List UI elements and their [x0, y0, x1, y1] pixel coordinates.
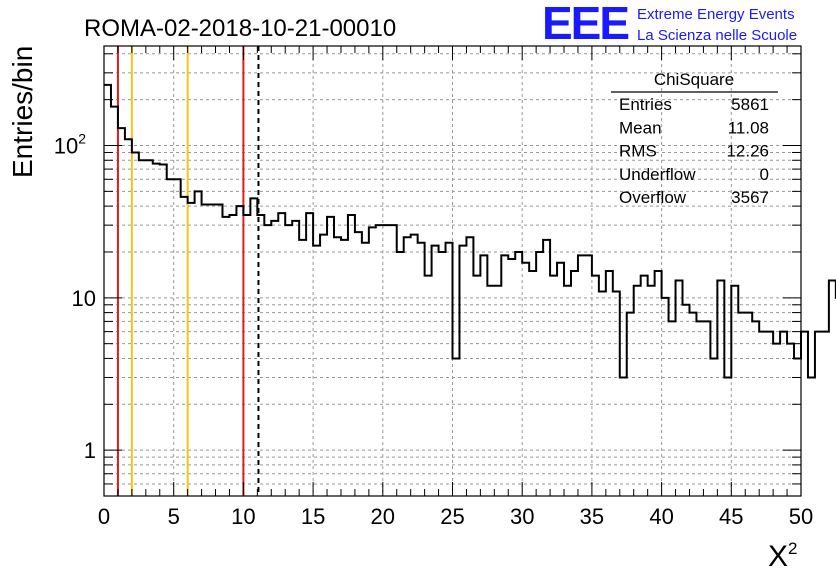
- stats-value: 5861: [731, 95, 769, 114]
- y-axis-label: Entries/bin: [7, 46, 38, 178]
- eee-logo: EEE: [542, 0, 628, 49]
- x-tick-label: 35: [580, 504, 604, 529]
- org-name: Extreme Energy Events: [637, 6, 795, 23]
- org-subtitle: La Scienza nelle Scuole: [637, 27, 797, 44]
- x-tick-labels: 0 5 10 15 20 25 30 35 40 45 50: [98, 504, 813, 529]
- x-tick-label: 25: [440, 504, 464, 529]
- stats-value: 12.26: [726, 142, 769, 161]
- x-tick-label: 50: [789, 504, 813, 529]
- stats-label: Mean: [619, 118, 662, 137]
- y-tick-label: 102: [54, 130, 86, 158]
- stats-title: ChiSquare: [654, 70, 734, 89]
- stats-label: Entries: [619, 95, 672, 114]
- x-tick-label: 45: [719, 504, 743, 529]
- x-tick-label: 0: [98, 504, 110, 529]
- stats-label: RMS: [619, 142, 657, 161]
- y-tick-label: 1: [84, 438, 96, 463]
- stats-box: ChiSquare Entries 5861 Mean 11.08 RMS 12.26 Un…: [611, 70, 778, 207]
- y-tick-labels: 1 10 102: [54, 130, 96, 463]
- x-tick-label: 5: [168, 504, 180, 529]
- x-tick-label: 30: [510, 504, 534, 529]
- stats-value: 0: [760, 165, 769, 184]
- x-tick-label: 10: [231, 504, 255, 529]
- x-axis-label: X2: [768, 539, 797, 572]
- y-tick-label: 10: [72, 286, 96, 311]
- x-tick-label: 20: [371, 504, 395, 529]
- stats-value: 3567: [731, 188, 769, 207]
- x-tick-label: 15: [301, 504, 325, 529]
- cut-lines: [116, 46, 260, 496]
- stats-value: 11.08: [728, 118, 769, 137]
- histogram-line: [104, 83, 836, 379]
- run-title: ROMA-02-2018-10-21-00010: [84, 15, 396, 42]
- stats-label: Overflow: [619, 188, 687, 207]
- x-tick-label: 40: [649, 504, 673, 529]
- axis-ticks: [103, 46, 802, 497]
- stats-label: Underflow: [619, 165, 696, 184]
